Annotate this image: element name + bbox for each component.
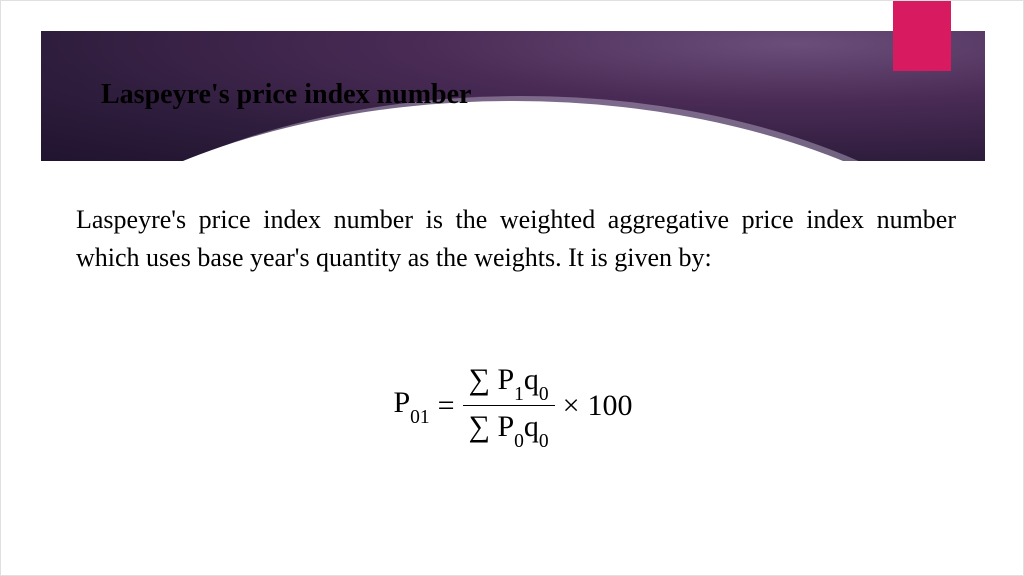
slide: Laspeyre's price index number Laspeyre's… (0, 0, 1024, 576)
num-p: P (497, 363, 514, 396)
fraction: ∑ P1q0 ∑ P0q0 (463, 361, 555, 451)
sum-symbol: ∑ (469, 410, 490, 443)
ribbon-icon (893, 1, 951, 71)
formula-block: P01 = ∑ P1q0 ∑ P0q0 ×100 (1, 361, 1024, 451)
num-q-sub: 0 (539, 384, 549, 405)
constant-100: 100 (588, 389, 633, 423)
slide-title: Laspeyre's price index number (101, 79, 471, 111)
equals-sign: = (438, 389, 455, 423)
num-p-sub: 1 (514, 384, 524, 405)
lhs: P01 (393, 386, 429, 425)
numerator: ∑ P1q0 (463, 361, 555, 405)
den-q-sub: 0 (539, 431, 549, 452)
lhs-base: P (393, 386, 410, 419)
num-q: q (524, 363, 539, 396)
den-q: q (524, 410, 539, 443)
body-paragraph: Laspeyre's price index number is the wei… (76, 201, 956, 276)
times-sign: × (563, 389, 580, 423)
sum-symbol: ∑ (469, 363, 490, 396)
den-p: P (497, 410, 514, 443)
den-p-sub: 0 (514, 431, 524, 452)
lhs-sub: 01 (410, 407, 430, 428)
denominator: ∑ P0q0 (463, 406, 555, 450)
equation: P01 = ∑ P1q0 ∑ P0q0 ×100 (393, 361, 632, 451)
